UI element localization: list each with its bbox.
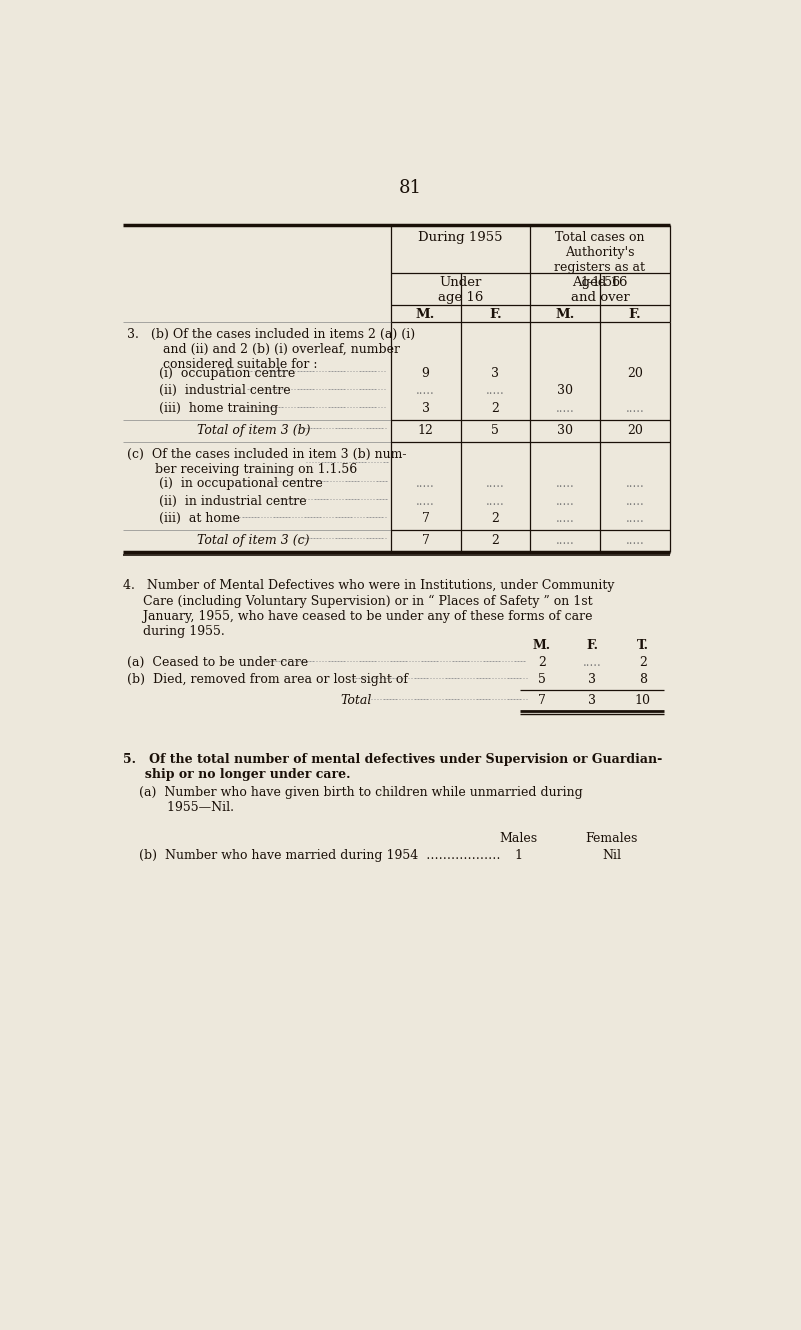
Text: .....: .....: [556, 402, 574, 415]
Text: .....: .....: [626, 512, 644, 525]
Text: Total cases on
Authority's
registers as at
1-1-56: Total cases on Authority's registers as …: [554, 231, 646, 289]
Text: (i)  in occupational centre: (i) in occupational centre: [127, 477, 323, 489]
Text: Under
age 16: Under age 16: [438, 275, 483, 303]
Text: .....: .....: [626, 402, 644, 415]
Text: .....: .....: [626, 477, 644, 489]
Text: 12: 12: [417, 424, 433, 436]
Text: (a)  Number who have given birth to children while unmarried during
       1955—: (a) Number who have given birth to child…: [139, 786, 582, 814]
Text: 81: 81: [399, 178, 421, 197]
Text: Females: Females: [586, 831, 638, 845]
Text: .....: .....: [486, 477, 505, 489]
Text: 10: 10: [634, 694, 650, 708]
Text: (i)  occupation centre: (i) occupation centre: [127, 367, 296, 380]
Text: Nil: Nil: [602, 849, 621, 862]
Text: .....: .....: [556, 533, 574, 547]
Text: 7: 7: [421, 533, 429, 547]
Text: (ii)  industrial centre: (ii) industrial centre: [127, 384, 291, 398]
Text: M.: M.: [416, 309, 435, 322]
Text: .....: .....: [417, 477, 435, 489]
Text: M.: M.: [533, 640, 551, 652]
Text: 7: 7: [421, 512, 429, 525]
Text: 2: 2: [492, 402, 499, 415]
Text: M.: M.: [555, 309, 575, 322]
Text: Total: Total: [340, 694, 372, 708]
Text: 2: 2: [638, 656, 646, 669]
Text: 30: 30: [557, 384, 574, 398]
Text: Total of item 3 (b): Total of item 3 (b): [197, 424, 311, 436]
Text: (iii)  home training: (iii) home training: [127, 402, 279, 415]
Text: .....: .....: [556, 477, 574, 489]
Text: 1: 1: [514, 849, 522, 862]
Text: (b)  Died, removed from area or lost sight of: (b) Died, removed from area or lost sigh…: [127, 673, 409, 686]
Text: T.: T.: [637, 640, 649, 652]
Text: 5.   Of the total number of mental defectives under Supervision or Guardian-
   : 5. Of the total number of mental defecti…: [123, 753, 662, 781]
Text: 4.   Number of Mental Defectives who were in Institutions, under Community
     : 4. Number of Mental Defectives who were …: [123, 580, 615, 637]
Text: 3: 3: [421, 402, 429, 415]
Text: Total of item 3 (c): Total of item 3 (c): [197, 533, 309, 547]
Text: 3: 3: [588, 694, 596, 708]
Text: During 1955: During 1955: [418, 231, 503, 245]
Text: 20: 20: [627, 424, 643, 436]
Text: .....: .....: [556, 495, 574, 508]
Text: 30: 30: [557, 424, 574, 436]
Text: 5: 5: [492, 424, 499, 436]
Text: (a)  Ceased to be under care: (a) Ceased to be under care: [127, 656, 308, 669]
Text: .....: .....: [626, 495, 644, 508]
Text: .....: .....: [556, 512, 574, 525]
Text: .....: .....: [583, 656, 602, 669]
Text: 20: 20: [627, 367, 643, 380]
Text: .....: .....: [626, 533, 644, 547]
Text: (c)  Of the cases included in item 3 (b) num-
       ber receiving training on 1: (c) Of the cases included in item 3 (b) …: [127, 448, 407, 476]
Text: 7: 7: [538, 694, 545, 708]
Text: 3.   (b) Of the cases included in items 2 (a) (i)
         and (ii) and 2 (b) (i: 3. (b) Of the cases included in items 2 …: [127, 329, 416, 371]
Text: .....: .....: [417, 384, 435, 398]
Text: (ii)  in industrial centre: (ii) in industrial centre: [127, 495, 307, 508]
Text: 3: 3: [588, 673, 596, 686]
Text: 5: 5: [538, 673, 545, 686]
Text: 2: 2: [492, 512, 499, 525]
Text: .....: .....: [486, 384, 505, 398]
Text: (iii)  at home: (iii) at home: [127, 512, 240, 525]
Text: (b)  Number who have married during 1954  ………………: (b) Number who have married during 1954 …: [139, 849, 501, 862]
Text: F.: F.: [489, 309, 501, 322]
Text: Aged 16
and over: Aged 16 and over: [570, 275, 630, 303]
Text: Males: Males: [500, 831, 537, 845]
Text: F.: F.: [586, 640, 598, 652]
Text: F.: F.: [629, 309, 642, 322]
Text: .....: .....: [486, 495, 505, 508]
Text: 9: 9: [421, 367, 429, 380]
Text: 3: 3: [491, 367, 499, 380]
Text: .....: .....: [417, 495, 435, 508]
Text: 8: 8: [638, 673, 646, 686]
Text: 2: 2: [492, 533, 499, 547]
Text: 2: 2: [538, 656, 545, 669]
